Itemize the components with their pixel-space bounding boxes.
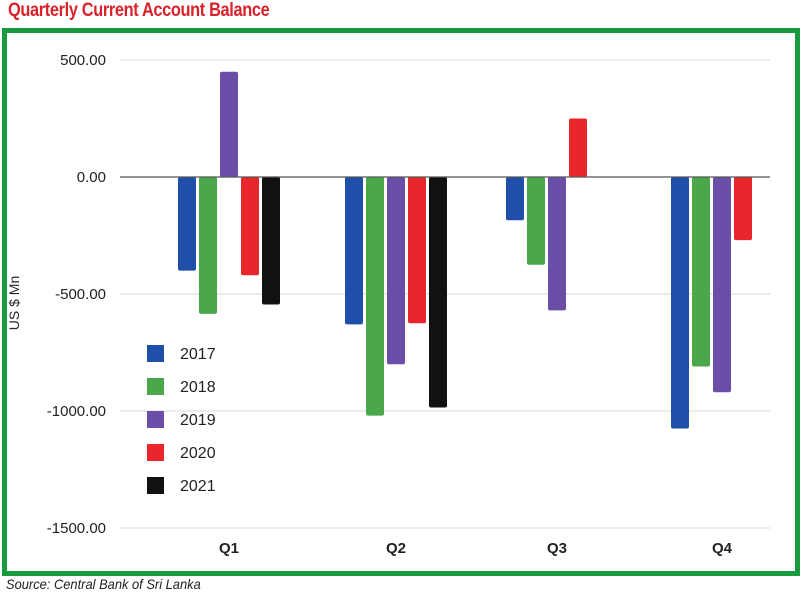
chart-title: Quarterly Current Account Balance [8, 0, 270, 21]
x-tick-label: Q3 [547, 540, 567, 557]
bar-q4-2018 [692, 177, 710, 367]
bar-q1-2020 [241, 177, 259, 276]
x-tick-label: Q1 [219, 540, 239, 557]
bar-q4-2017 [671, 177, 689, 429]
legend-swatch-2020 [147, 444, 164, 461]
source-note: Source: Central Bank of Sri Lanka [6, 576, 201, 592]
y-tick-label: -1500.00 [47, 520, 106, 537]
legend-label-2021: 2021 [180, 478, 216, 495]
legend-label-2019: 2019 [180, 412, 216, 429]
legend-label-2017: 2017 [180, 346, 216, 363]
bar-q1-2019 [220, 71, 238, 177]
y-tick-label: -500.00 [55, 286, 106, 303]
y-tick-label: 500.00 [60, 52, 106, 69]
legend-swatch-2017 [147, 345, 164, 362]
bar-q1-2018 [199, 177, 217, 314]
legend-swatch-2018 [147, 378, 164, 395]
bars [178, 71, 752, 429]
bar-q1-2021 [262, 177, 280, 305]
bar-q2-2017 [345, 177, 363, 325]
legend-swatch-2019 [147, 411, 164, 428]
bar-q2-2020 [408, 177, 426, 324]
y-axis-title: US $ Mn [6, 276, 22, 330]
y-tick-label: -1000.00 [47, 403, 106, 420]
bar-q3-2019 [548, 177, 566, 311]
legend-label-2018: 2018 [180, 379, 216, 396]
legend: 2017 2018 2019 2020 2021 [147, 345, 216, 495]
bar-q2-2021 [429, 177, 447, 408]
bar-q2-2019 [387, 177, 405, 365]
y-axis-ticks: 500.00 0.00 -500.00 -1000.00 -1500.00 [47, 52, 106, 537]
x-axis-categories: Q1 Q2 Q3 Q4 [219, 540, 733, 557]
bar-q4-2019 [713, 177, 731, 393]
bar-q2-2018 [366, 177, 384, 416]
x-tick-label: Q4 [712, 540, 733, 557]
bar-q3-2020 [569, 118, 587, 177]
y-tick-label: 0.00 [77, 169, 106, 186]
bar-q4-2020 [734, 177, 752, 241]
bar-q1-2017 [178, 177, 196, 271]
x-tick-label: Q2 [386, 540, 406, 557]
bar-q3-2018 [527, 177, 545, 265]
bar-q3-2017 [506, 177, 524, 221]
legend-label-2020: 2020 [180, 445, 216, 462]
legend-swatch-2021 [147, 477, 164, 494]
